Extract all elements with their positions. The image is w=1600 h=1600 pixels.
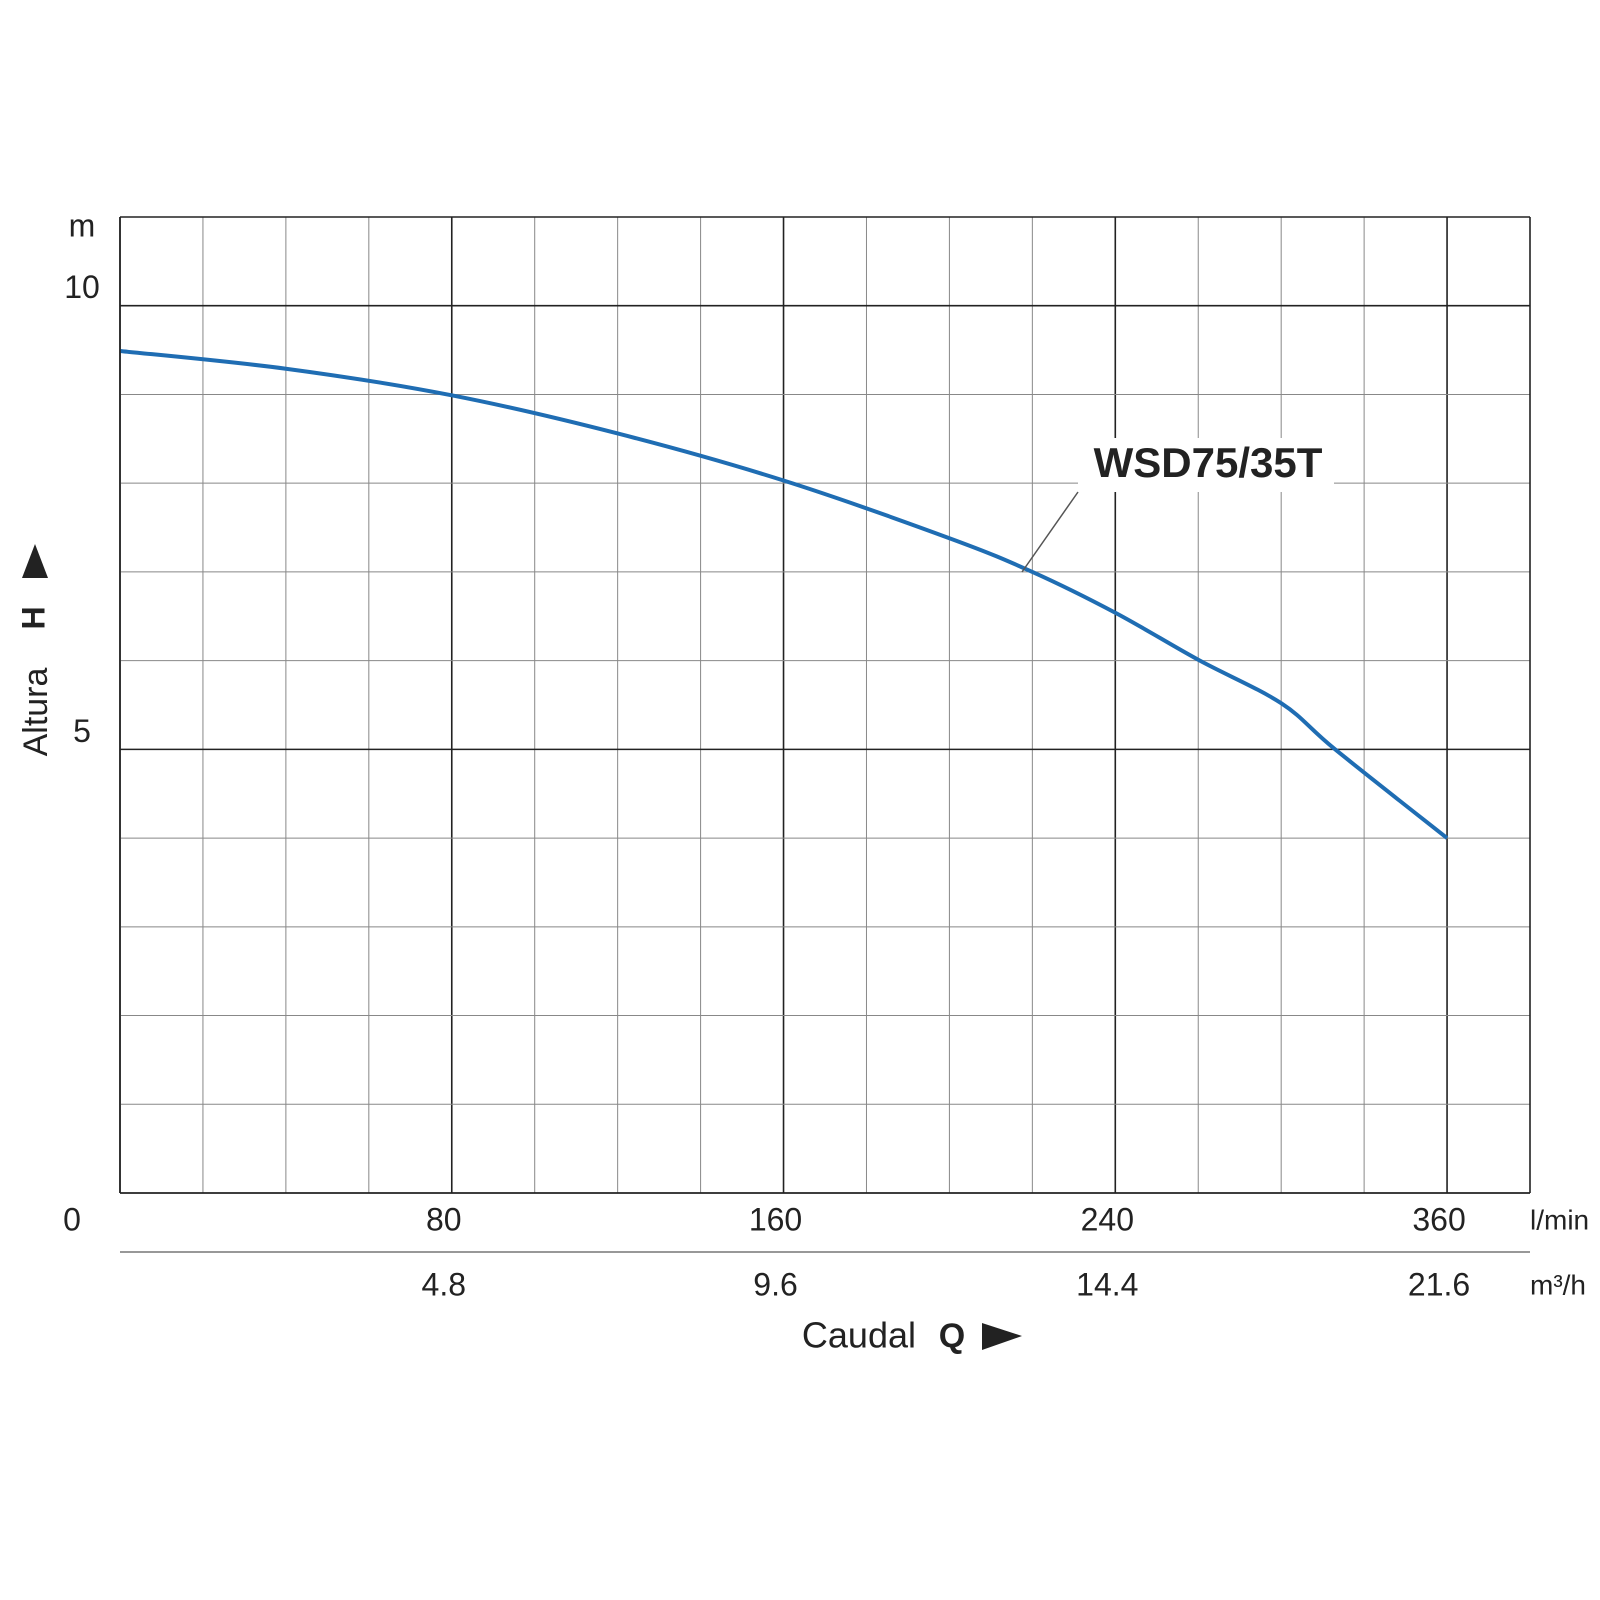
y-label: Altura xyxy=(17,668,55,757)
y-tick-label: 10 xyxy=(64,269,100,305)
x2-tick-label: 21.6 xyxy=(1408,1266,1470,1302)
x-tick-label: 160 xyxy=(749,1201,802,1237)
x-tick-label: 240 xyxy=(1081,1201,1134,1237)
y-tick-label: 5 xyxy=(73,713,91,749)
y-symbol: H xyxy=(15,606,51,629)
x-tick-label: 80 xyxy=(426,1201,462,1237)
x-arrow xyxy=(982,1323,1022,1350)
annotation-box xyxy=(1078,438,1334,492)
x-unit: l/min xyxy=(1530,1204,1589,1235)
x-label: Caudal xyxy=(802,1315,916,1356)
y-unit: m xyxy=(69,207,96,243)
x-symbol: Q xyxy=(939,1317,965,1355)
x-tick-label: 360 xyxy=(1412,1201,1465,1237)
x2-tick-label: 4.8 xyxy=(422,1266,466,1302)
annotation: WSD75/35T xyxy=(1094,439,1323,486)
curve xyxy=(119,348,1449,840)
x2-unit: m³/h xyxy=(1530,1269,1586,1300)
x2-tick-label: 14.4 xyxy=(1076,1266,1138,1302)
leader-line xyxy=(1021,491,1079,573)
y-arrow xyxy=(22,544,48,578)
x-tick-label: 0 xyxy=(63,1201,81,1237)
x2-tick-label: 9.6 xyxy=(753,1266,797,1302)
